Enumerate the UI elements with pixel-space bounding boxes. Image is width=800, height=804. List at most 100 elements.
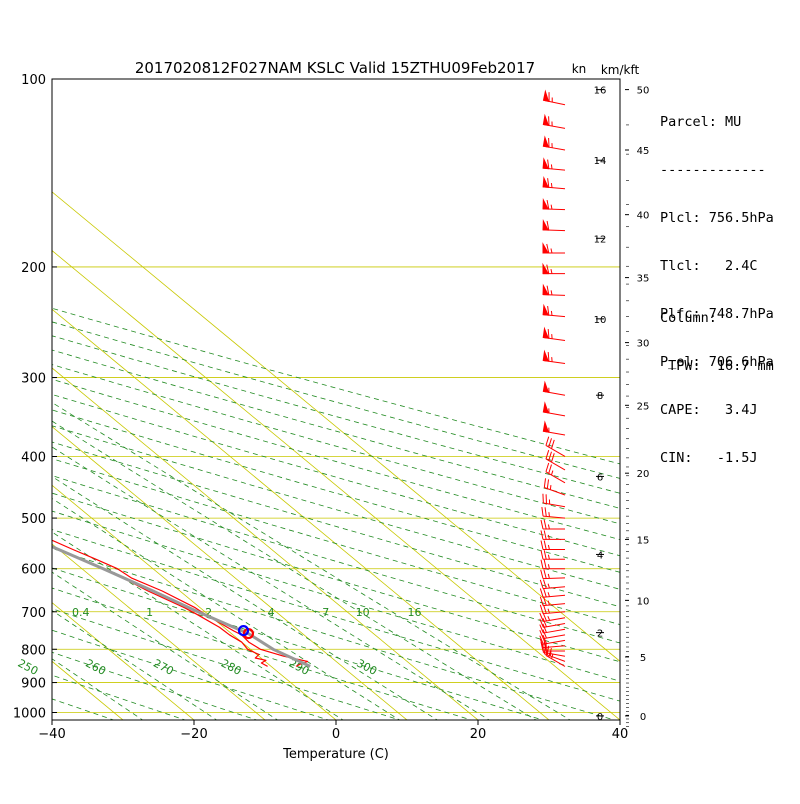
kft-tick-label: 30	[637, 339, 650, 350]
pressure-tick-label: 900	[21, 677, 46, 692]
mixing-ratio-line	[0, 105, 546, 727]
barb-staff	[543, 629, 565, 633]
barb-staff	[544, 488, 565, 496]
km-tick-label: 4	[597, 550, 603, 561]
barb-half	[548, 564, 549, 569]
kft-tick-label: 35	[637, 274, 650, 285]
kft-tick-label: 40	[637, 211, 650, 222]
barb-full	[545, 507, 546, 516]
barb-full	[546, 450, 549, 459]
wind-barb	[543, 178, 565, 189]
km-tick-label: 10	[594, 315, 607, 326]
barb-half	[548, 574, 549, 578]
wind-barb	[543, 244, 565, 253]
barb-half	[551, 471, 552, 475]
barb-flag	[543, 383, 548, 393]
mixing-ratio-label: 0.4	[72, 606, 90, 619]
mixing-ratio-line	[0, 105, 353, 727]
barb-staff	[543, 624, 565, 628]
wind-barb	[543, 383, 565, 396]
sounding-profiles	[0, 79, 310, 666]
wind-barb	[543, 265, 565, 274]
isotherm-line	[0, 79, 557, 726]
mixing-ratio-label: 4	[268, 606, 275, 619]
info-line: Plcl: 756.5hPa	[660, 210, 774, 226]
km-tick-label: 14	[594, 156, 607, 167]
info-line: Tlcl: 2.4C	[660, 258, 774, 274]
wind-barb	[541, 550, 565, 559]
barb-full	[547, 479, 548, 488]
pressure-tick-label: 500	[21, 512, 46, 527]
column-line: TPW: 16.7 mm	[660, 358, 774, 374]
kft-tick-label: 20	[637, 469, 650, 480]
barb-full	[543, 580, 546, 589]
barb-full	[544, 550, 546, 559]
wind-barb	[543, 137, 565, 150]
barb-half	[551, 311, 552, 316]
pressure-tick-label: 100	[21, 73, 46, 88]
wind-barb	[543, 116, 565, 129]
x-tick-label: 40	[612, 727, 629, 742]
barb-flag	[543, 403, 548, 413]
wind-barb	[541, 541, 565, 550]
barb-full	[541, 570, 543, 579]
dry-adiabat-label: 280	[219, 657, 244, 678]
column-line: Column:	[660, 310, 774, 326]
barb-half	[551, 164, 552, 169]
pressure-tick-label: 800	[21, 643, 46, 658]
isotherm-line	[0, 79, 415, 726]
barb-half	[548, 584, 549, 588]
x-axis-title: Temperature (C)	[282, 747, 389, 762]
barb-full	[546, 463, 549, 472]
barb-full	[544, 530, 546, 539]
pressure-tick-label: 600	[21, 563, 46, 578]
mixing-ratio-line	[0, 105, 52, 727]
wind-barb	[543, 306, 565, 317]
mixing-ratio-line	[0, 105, 448, 727]
kft-tick-label: 15	[637, 535, 650, 546]
dry-adiabat-line	[0, 79, 132, 726]
x-tick-label: −40	[38, 727, 65, 742]
barb-half	[548, 545, 549, 550]
isotherm-line	[0, 79, 202, 726]
info-line: Parcel: MU	[660, 114, 774, 130]
barb-flag	[543, 91, 548, 101]
km-tick-label: 0	[597, 712, 603, 723]
isotherm-line	[0, 79, 699, 726]
wind-barb	[541, 560, 565, 569]
barb-half	[551, 205, 552, 210]
wind-barb	[543, 403, 565, 416]
wind-barb	[543, 91, 565, 104]
mixing-ratio-line	[0, 105, 226, 727]
km-tick-label: 2	[597, 629, 603, 640]
parcel-trace-line	[0, 79, 310, 666]
dry-adiabat-label: 270	[151, 657, 176, 678]
dry-adiabat-line	[0, 79, 636, 726]
barb-flag	[543, 116, 548, 126]
kft-tick-label: 0	[640, 712, 646, 723]
barb-half	[548, 616, 550, 620]
barb-full	[541, 541, 543, 550]
barb-staff	[546, 459, 565, 470]
dry-adiabat-line	[0, 79, 204, 726]
kft-tick-label: 50	[637, 86, 650, 97]
wind-barb	[543, 159, 565, 170]
wind-barb	[543, 329, 565, 341]
dry-adiabat-line	[0, 79, 420, 726]
barb-flag	[543, 137, 548, 147]
knots-axis-label: kn	[572, 62, 587, 76]
wind-barb	[546, 437, 565, 457]
barb-half	[548, 592, 549, 596]
isotherm-line	[0, 79, 60, 726]
barb-full	[551, 440, 554, 449]
info-line: -------------	[660, 162, 774, 178]
barb-full	[544, 541, 546, 550]
km-tick-label: 16	[594, 86, 607, 97]
barb-half	[551, 183, 552, 188]
barb-half	[548, 555, 549, 560]
pressure-tick-label: 200	[21, 261, 46, 276]
wind-barb	[543, 352, 565, 364]
mixing-ratio-line	[0, 105, 581, 727]
barb-full	[543, 588, 546, 597]
